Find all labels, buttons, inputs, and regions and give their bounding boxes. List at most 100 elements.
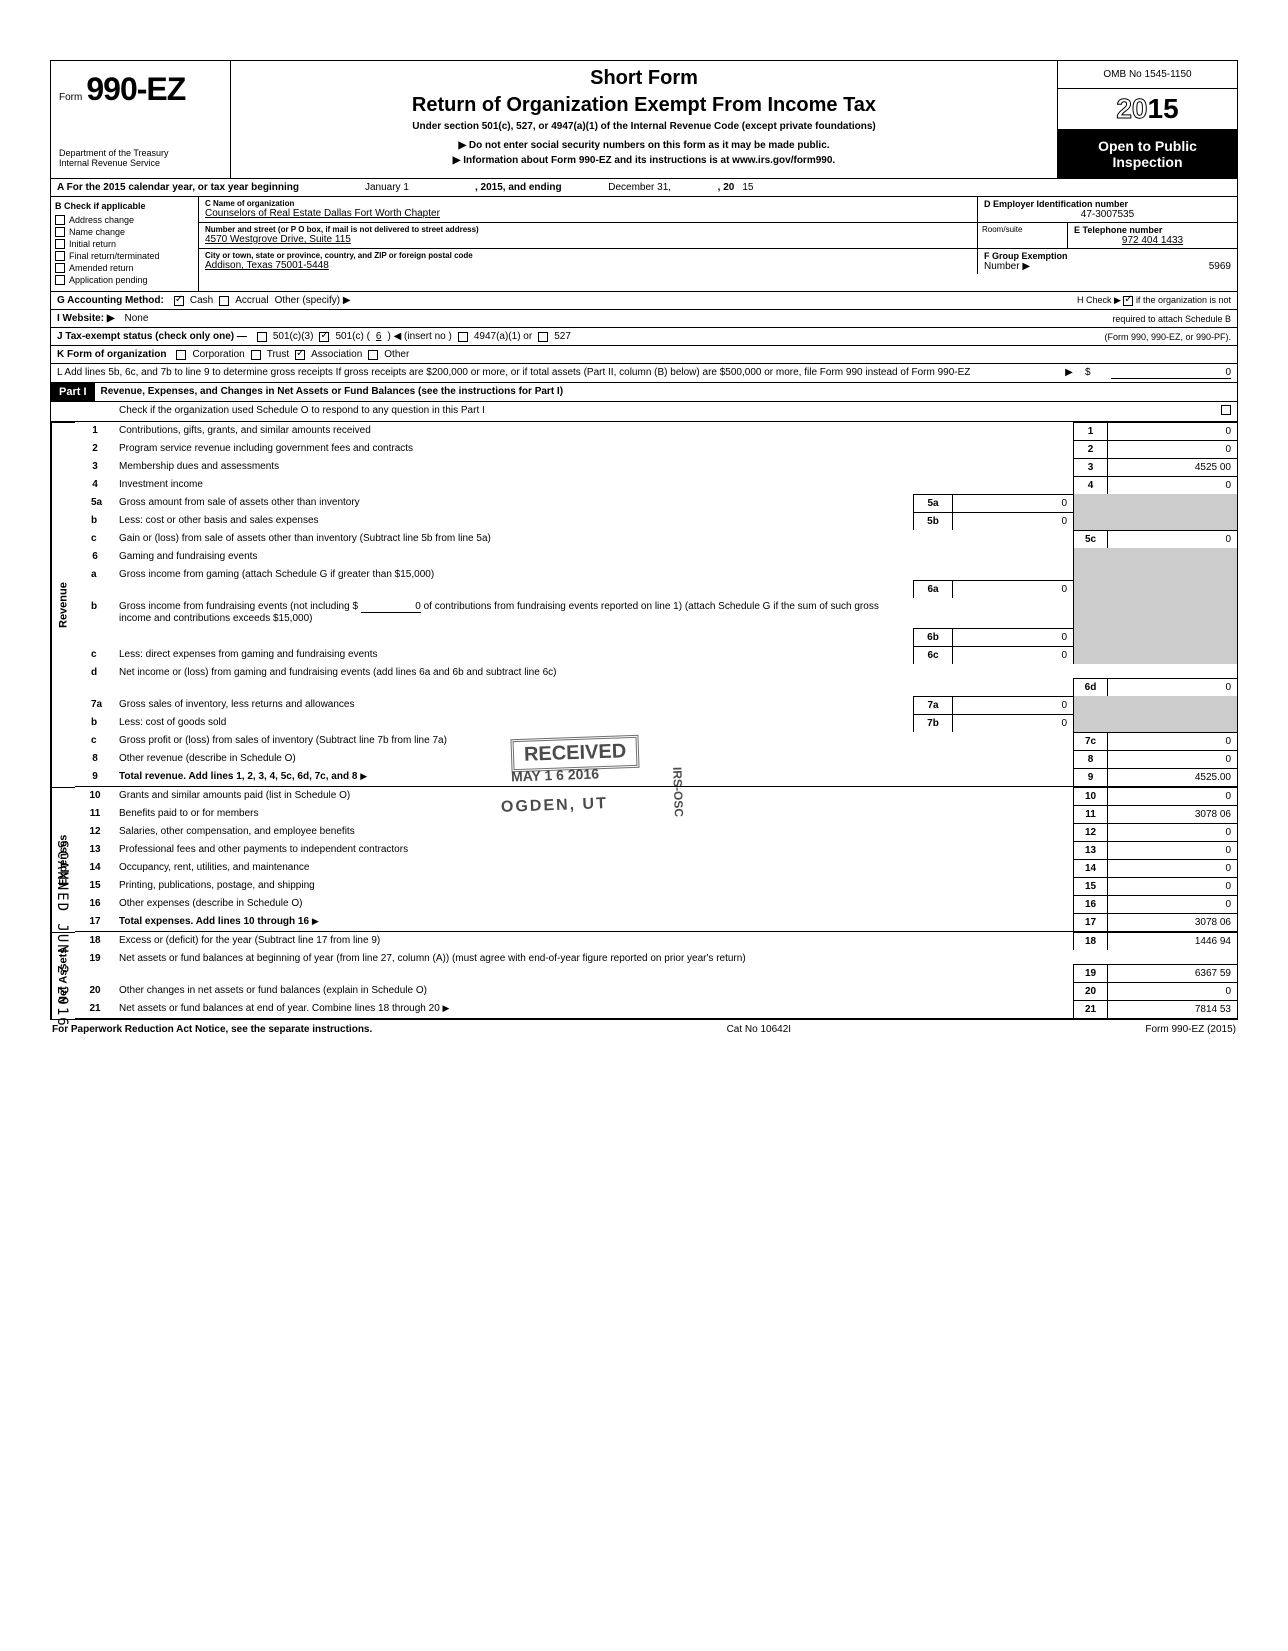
cb-association[interactable] (295, 350, 305, 360)
cb-4947a1[interactable] (458, 332, 468, 342)
line7a-innum: 7a (913, 696, 953, 714)
line3-num: 3 (1073, 458, 1107, 476)
form-prefix: Form (59, 92, 82, 103)
name-address-block: C Name of organization Counselors of Rea… (199, 197, 1237, 291)
line6b-inamt: 0 (953, 628, 1073, 646)
street-label: Number and street (or P O box, if mail i… (205, 225, 971, 234)
line-i: I Website: ▶ None required to attach Sch… (50, 310, 1238, 328)
line14-text: Occupancy, rent, utilities, and maintena… (119, 862, 309, 873)
line7c-num: 7c (1073, 732, 1107, 750)
k-assoc: Association (311, 349, 362, 360)
subtitle: Under section 501(c), 527, or 4947(a)(1)… (241, 121, 1047, 132)
f-number-value: 5969 (1209, 261, 1231, 272)
line20-num: 20 (1073, 982, 1107, 1000)
city-label: City or town, state or province, country… (205, 251, 971, 260)
h-note: H Check ▶ if the organization is not (1077, 295, 1231, 306)
ein-value: 47-3007535 (984, 209, 1231, 220)
line6d-text: Net income or (loss) from gaming and fun… (119, 667, 556, 678)
notice-ssn: ▶ Do not enter social security numbers o… (241, 140, 1047, 151)
notice-info: ▶ Information about Form 990-EZ and its … (241, 155, 1047, 166)
b-item-2: Initial return (69, 239, 116, 249)
g-label: G Accounting Method: (57, 295, 164, 306)
line13-num: 13 (1073, 841, 1107, 859)
line6a-inamt: 0 (953, 580, 1073, 598)
line8-text: Other revenue (describe in Schedule O) (119, 753, 296, 764)
footer-catno: Cat No 10642I (727, 1024, 792, 1035)
form-990ez-page: SCANNED JUN 2 2016 Form 990-EZ Departmen… (50, 60, 1238, 1039)
k-label: K Form of organization (57, 349, 166, 360)
line1-amt: 0 (1107, 422, 1237, 440)
cb-501c3[interactable] (257, 332, 267, 342)
b-item-4: Amended return (69, 263, 134, 273)
line-a-suffix: , 20 (718, 182, 735, 193)
line9-amt: 4525.00 (1107, 768, 1237, 786)
g-cash: Cash (190, 295, 213, 306)
section-b: B Check if applicable Address change Nam… (51, 197, 199, 291)
title-box: Short Form Return of Organization Exempt… (231, 61, 1057, 178)
b-item-0: Address change (69, 215, 134, 225)
net-assets-section: Net Assets 18Excess or (deficit) for the… (50, 932, 1238, 1019)
cb-amended-return[interactable] (55, 263, 65, 273)
g-other: Other (specify) ▶ (275, 295, 351, 306)
line12-text: Salaries, other compensation, and employ… (119, 826, 355, 837)
line16-num: 16 (1073, 895, 1107, 913)
line15-amt: 0 (1107, 877, 1237, 895)
b-item-1: Name change (69, 227, 125, 237)
line16-amt: 0 (1107, 895, 1237, 913)
line21-num: 21 (1073, 1000, 1107, 1018)
b-item-3: Final return/terminated (69, 251, 160, 261)
k-other: Other (384, 349, 409, 360)
line-l: L Add lines 5b, 6c, and 7b to line 9 to … (50, 364, 1238, 383)
line20-amt: 0 (1107, 982, 1237, 1000)
cb-schedule-o[interactable] (1221, 405, 1231, 415)
line-a: A For the 2015 calendar year, or tax yea… (50, 179, 1238, 197)
cb-corporation[interactable] (176, 350, 186, 360)
line5a-inamt: 0 (953, 494, 1073, 512)
f-number-label: Number ▶ (984, 261, 1030, 272)
line6b-innum: 6b (913, 628, 953, 646)
expenses-section: RECEIVED MAY 1 6 2016 OGDEN, UT IRS-OSC … (50, 787, 1238, 932)
i-label: I Website: ▶ (57, 313, 115, 324)
line17-num: 17 (1073, 913, 1107, 931)
cb-accrual[interactable] (219, 296, 229, 306)
cb-initial-return[interactable] (55, 239, 65, 249)
street-value: 4570 Westgrove Drive, Suite 115 (205, 234, 971, 245)
line-a-prefix: A For the 2015 calendar year, or tax yea… (57, 182, 299, 193)
line17-amt: 3078 06 (1107, 913, 1237, 931)
cb-other[interactable] (368, 350, 378, 360)
cb-address-change[interactable] (55, 215, 65, 225)
line5a-text: Gross amount from sale of assets other t… (119, 497, 360, 508)
f-group-label: F Group Exemption (984, 251, 1231, 261)
line5c-amt: 0 (1107, 530, 1237, 548)
line8-amt: 0 (1107, 750, 1237, 768)
line2-amt: 0 (1107, 440, 1237, 458)
cb-application-pending[interactable] (55, 275, 65, 285)
line14-amt: 0 (1107, 859, 1237, 877)
room-suite-label: Room/suite (977, 223, 1067, 248)
b-item-5: Application pending (69, 275, 148, 285)
cb-schedule-b[interactable] (1123, 296, 1133, 306)
line7c-amt: 0 (1107, 732, 1237, 750)
page-footer: For Paperwork Reduction Act Notice, see … (50, 1019, 1238, 1039)
cb-name-change[interactable] (55, 227, 65, 237)
line7b-text: Less: cost of goods sold (119, 717, 226, 728)
cb-501c[interactable] (319, 332, 329, 342)
part1-label: Part I (51, 383, 95, 401)
line9-num: 9 (1073, 768, 1107, 786)
j-label: J Tax-exempt status (check only one) — (57, 331, 247, 342)
line2-num: 2 (1073, 440, 1107, 458)
g-accrual: Accrual (235, 295, 268, 306)
cb-trust[interactable] (251, 350, 261, 360)
cb-cash[interactable] (174, 296, 184, 306)
line19-text: Net assets or fund balances at beginning… (119, 953, 746, 964)
line6b-text: Gross income from fundraising events (no… (119, 601, 358, 612)
line6-text: Gaming and fundraising events (119, 551, 257, 562)
year-suffix: 15 (1148, 93, 1179, 124)
j-4947: 4947(a)(1) or (474, 331, 532, 342)
city-value: Addison, Texas 75001-5448 (205, 260, 971, 271)
cb-final-return[interactable] (55, 251, 65, 261)
line6d-num: 6d (1073, 678, 1107, 696)
line1-num: 1 (1073, 422, 1107, 440)
cb-527[interactable] (538, 332, 548, 342)
line7a-text: Gross sales of inventory, less returns a… (119, 699, 354, 710)
